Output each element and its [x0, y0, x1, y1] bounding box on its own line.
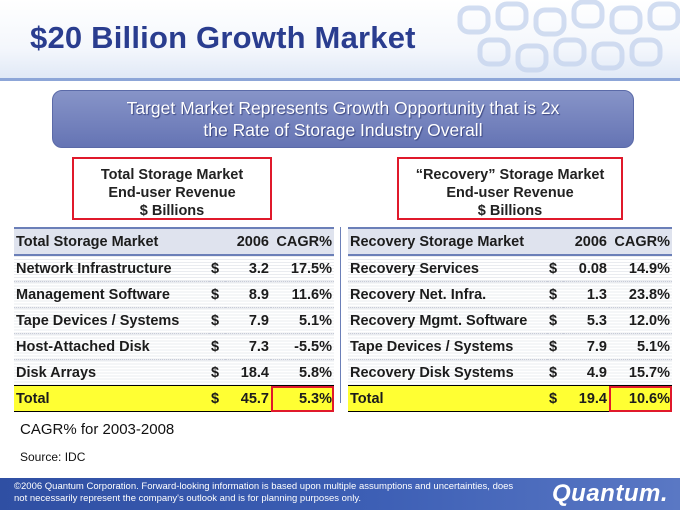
- row-currency: $: [209, 307, 225, 334]
- slide-header: $20 Billion Growth Market: [0, 0, 680, 80]
- row-value: 8.9: [225, 281, 271, 308]
- table-row: Management Software $ 8.9 11.6%: [14, 281, 334, 308]
- total-value: 45.7: [225, 385, 271, 412]
- total-label: Total: [14, 385, 209, 412]
- row-cagr: 12.0%: [609, 307, 672, 334]
- header-year: 2006: [563, 227, 609, 256]
- table-row: Recovery Services $ 0.08 14.9%: [348, 255, 672, 282]
- table-row: Recovery Mgmt. Software $ 5.3 12.0%: [348, 307, 672, 334]
- table-header-row: Total Storage Market 2006 CAGR%: [14, 227, 334, 256]
- row-cagr: 11.6%: [271, 281, 334, 308]
- row-value: 7.9: [563, 333, 609, 360]
- row-cagr: 15.7%: [609, 359, 672, 386]
- row-currency: $: [209, 359, 225, 386]
- box-line-2: End-user Revenue: [446, 185, 574, 201]
- box-line-3: $ Billions: [477, 203, 543, 219]
- row-value: 0.08: [563, 255, 609, 282]
- cagr-note: CAGR% for 2003-2008: [20, 421, 175, 438]
- row-value: 18.4: [225, 359, 271, 386]
- row-currency: $: [547, 333, 563, 360]
- row-label: Network Infrastructure: [14, 255, 209, 282]
- row-value: 3.2: [225, 255, 271, 282]
- row-label: Recovery Disk Systems: [348, 359, 547, 386]
- row-currency: $: [209, 255, 225, 282]
- row-cagr: 14.9%: [609, 255, 672, 282]
- table-row: Tape Devices / Systems $ 7.9 5.1%: [348, 333, 672, 360]
- header-label: Total Storage Market: [14, 227, 209, 256]
- row-label: Recovery Mgmt. Software: [348, 307, 547, 334]
- row-cagr: 5.1%: [609, 333, 672, 360]
- row-label: Recovery Net. Infra.: [348, 281, 547, 308]
- banner-line-2: the Rate of Storage Industry Overall: [203, 120, 483, 140]
- footer-line-1: ©2006 Quantum Corporation. Forward-looki…: [14, 481, 514, 492]
- row-value: 4.9: [563, 359, 609, 386]
- header-label: Recovery Storage Market: [348, 227, 547, 256]
- total-cagr: 5.3%: [271, 385, 334, 412]
- table-separator: [340, 227, 341, 403]
- box-line-1: “Recovery” Storage Market: [415, 167, 605, 183]
- headline-banner: Target Market Represents Growth Opportun…: [52, 90, 634, 148]
- table-row: Recovery Disk Systems $ 4.9 15.7%: [348, 359, 672, 386]
- table-total-row: Total $ 45.7 5.3%: [14, 385, 334, 412]
- total-value: 19.4: [563, 385, 609, 412]
- recovery-market-label-box: “Recovery” Storage Market End-user Reven…: [397, 157, 623, 220]
- source-note: Source: IDC: [20, 450, 86, 464]
- footer-disclaimer: ©2006 Quantum Corporation. Forward-looki…: [14, 481, 534, 505]
- table-row: Recovery Net. Infra. $ 1.3 23.8%: [348, 281, 672, 308]
- row-cagr: 5.1%: [271, 307, 334, 334]
- table-row: Network Infrastructure $ 3.2 17.5%: [14, 255, 334, 282]
- row-currency: $: [209, 333, 225, 360]
- row-value: 7.3: [225, 333, 271, 360]
- table-header-row: Recovery Storage Market 2006 CAGR%: [348, 227, 672, 256]
- footer-line-2: not necessarily represent the company's …: [14, 493, 362, 504]
- header-divider: [0, 78, 680, 81]
- decorative-pattern-icon: [457, 0, 680, 73]
- row-label: Tape Devices / Systems: [348, 333, 547, 360]
- row-currency: $: [547, 255, 563, 282]
- row-currency: $: [209, 281, 225, 308]
- total-storage-table: Total Storage Market 2006 CAGR% Network …: [14, 227, 334, 412]
- row-label: Tape Devices / Systems: [14, 307, 209, 334]
- row-currency: $: [547, 307, 563, 334]
- total-currency: $: [547, 385, 563, 412]
- recovery-storage-table: Recovery Storage Market 2006 CAGR% Recov…: [348, 227, 672, 412]
- row-cagr: -5.5%: [271, 333, 334, 360]
- row-currency: $: [547, 281, 563, 308]
- table-row: Host-Attached Disk $ 7.3 -5.5%: [14, 333, 334, 360]
- banner-line-1: Target Market Represents Growth Opportun…: [126, 98, 560, 118]
- row-label: Disk Arrays: [14, 359, 209, 386]
- box-line-1: Total Storage Market: [100, 167, 244, 183]
- table-row: Disk Arrays $ 18.4 5.8%: [14, 359, 334, 386]
- row-cagr: 17.5%: [271, 255, 334, 282]
- page-title: $20 Billion Growth Market: [30, 20, 416, 55]
- total-cagr: 10.6%: [609, 385, 672, 412]
- header-year: 2006: [225, 227, 271, 256]
- row-label: Recovery Services: [348, 255, 547, 282]
- box-line-3: $ Billions: [139, 203, 205, 219]
- row-value: 5.3: [563, 307, 609, 334]
- row-value: 7.9: [225, 307, 271, 334]
- row-label: Management Software: [14, 281, 209, 308]
- box-line-2: End-user Revenue: [108, 185, 236, 201]
- quantum-logo: Quantum.: [552, 480, 668, 507]
- total-label: Total: [348, 385, 547, 412]
- row-cagr: 23.8%: [609, 281, 672, 308]
- total-currency: $: [209, 385, 225, 412]
- row-cagr: 5.8%: [271, 359, 334, 386]
- table-row: Tape Devices / Systems $ 7.9 5.1%: [14, 307, 334, 334]
- table-total-row: Total $ 19.4 10.6%: [348, 385, 672, 412]
- row-currency: $: [547, 359, 563, 386]
- slide-footer: ©2006 Quantum Corporation. Forward-looki…: [0, 478, 680, 510]
- header-cagr: CAGR%: [609, 227, 672, 256]
- header-cagr: CAGR%: [271, 227, 334, 256]
- row-label: Host-Attached Disk: [14, 333, 209, 360]
- total-market-label-box: Total Storage Market End-user Revenue $ …: [72, 157, 272, 220]
- row-value: 1.3: [563, 281, 609, 308]
